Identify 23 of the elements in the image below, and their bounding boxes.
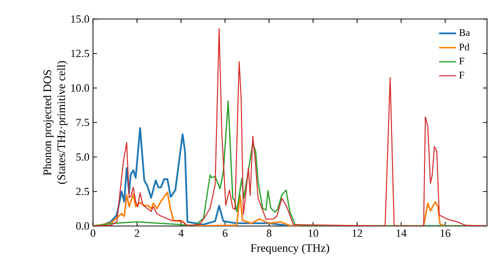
y-tick-label: 10.0 [71,84,90,92]
legend-label: Pd [459,43,470,50]
x-tick-label: 14 [396,230,406,237]
legend-label: Ba [459,29,470,36]
x-tick-label: 6 [222,230,228,237]
x-tick-label: 2 [134,230,140,237]
y-tick-label: 7.5 [76,118,90,126]
y-tick-label: 5.0 [76,153,90,161]
x-tick-label: 0 [90,230,96,237]
y-tick-label: 12.5 [71,50,90,58]
x-tick-label: 12 [352,230,362,237]
x-tick-label: 8 [266,230,272,237]
legend-label: F [459,72,464,78]
x-tick-label: 10 [308,230,318,237]
y-tick-label: 15.0 [71,15,90,23]
x-axis-title: Frequency (THz) [250,244,330,254]
y-tick-label: 0.0 [76,222,90,230]
y-tick-label: 2.5 [76,188,90,196]
line-series [93,28,488,226]
x-tick-label: 4 [178,230,184,237]
y-axis-title: Phonon projected DOS (States/THz·primitive cell) [43,61,68,184]
x-tick-label: 16 [440,230,450,237]
legend-label: F [459,58,464,64]
